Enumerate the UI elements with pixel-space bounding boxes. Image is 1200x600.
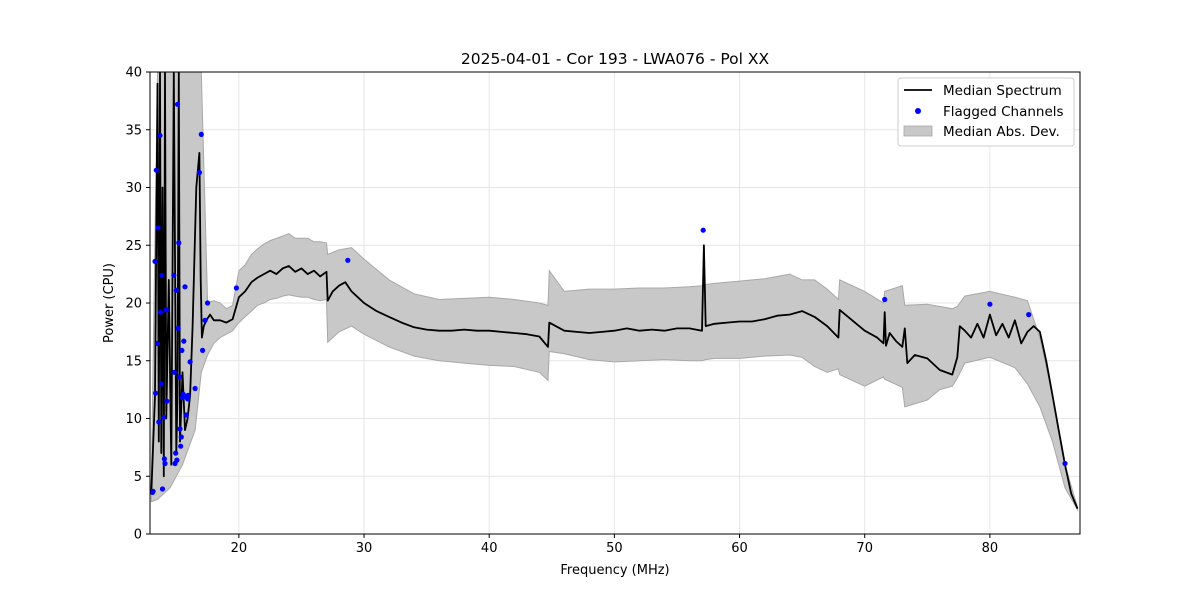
flagged-channel-point <box>181 338 187 344</box>
flagged-channel-point <box>164 398 170 404</box>
flagged-channel-point <box>158 309 164 315</box>
x-tick-label: 60 <box>731 541 748 556</box>
legend-mad-patch-icon <box>903 125 933 137</box>
y-tick-label: 5 <box>134 470 142 485</box>
flagged-channel-point <box>205 300 211 306</box>
x-tick-label: 40 <box>481 541 498 556</box>
x-axis-label: Frequency (MHz) <box>560 563 669 578</box>
chart-title: 2025-04-01 - Cor 193 - LWA076 - Pol XX <box>461 50 770 68</box>
y-tick-label: 10 <box>125 412 142 427</box>
y-tick-label: 35 <box>125 123 142 138</box>
legend: Median Spectrum Flagged Channels Median … <box>897 77 1075 147</box>
flagged-channel-point <box>185 392 191 398</box>
flagged-channel-point <box>161 456 167 462</box>
flagged-channel-point <box>178 443 184 449</box>
flagged-channel-point <box>177 426 183 432</box>
flagged-channel-point <box>153 390 159 396</box>
flagged-channel-point <box>161 414 167 420</box>
flagged-channel-point <box>202 317 208 323</box>
y-tick-label: 0 <box>134 528 142 543</box>
flagged-channel-point <box>174 101 181 107</box>
flagged-channel-point <box>700 227 706 233</box>
legend-flagged-label: Flagged Channels <box>943 104 1064 120</box>
flagged-channel-point <box>152 258 158 264</box>
flagged-channel-point <box>198 131 204 137</box>
legend-box <box>897 77 1075 147</box>
flagged-channel-point <box>1026 312 1032 318</box>
flagged-channel-point <box>187 359 193 365</box>
flagged-channel-point <box>1062 460 1068 467</box>
y-tick-label: 40 <box>125 66 142 81</box>
y-tick-label: 30 <box>125 181 142 196</box>
y-tick-label: 25 <box>125 239 142 254</box>
flagged-channel-point <box>882 296 888 303</box>
flagged-channel-point <box>345 257 351 263</box>
flagged-channel-point <box>173 450 179 456</box>
flagged-channel-point <box>173 287 179 293</box>
flagged-channel-point <box>154 340 161 346</box>
legend-mad-label: Median Abs. Dev. <box>943 124 1060 140</box>
x-tick-label: 80 <box>982 541 999 556</box>
flagged-channel-point <box>159 272 165 278</box>
x-tick-label: 70 <box>856 541 873 556</box>
x-tick-label: 50 <box>606 541 623 556</box>
y-tick-label: 15 <box>125 354 142 369</box>
flagged-channel-point <box>176 240 182 246</box>
flagged-channel-point <box>150 488 156 494</box>
flagged-channel-point <box>153 167 159 173</box>
flagged-channel-point <box>178 434 184 440</box>
axis-ticks: 20 30 40 50 60 70 80 0 5 10 15 20 25 30 35 40 <box>125 66 998 557</box>
flagged-channel-point <box>156 419 162 425</box>
legend-median-label: Median Spectrum <box>943 83 1062 99</box>
flagged-channel-point <box>155 225 161 231</box>
flagged-channel-point <box>987 301 993 307</box>
flagged-channel-point <box>159 486 166 492</box>
median-spectrum-line <box>150 72 1079 509</box>
flagged-channel-point <box>163 307 169 313</box>
flagged-channel-point <box>171 369 177 375</box>
y-tick-label: 20 <box>125 297 142 312</box>
mad-band <box>150 72 1078 512</box>
flagged-channel-point <box>196 169 202 176</box>
flagged-channel-point <box>162 460 168 467</box>
plot-data <box>150 72 1079 512</box>
flagged-channel-point <box>182 284 188 290</box>
flagged-channel-point <box>192 385 198 392</box>
flagged-channel-point <box>200 347 206 353</box>
flagged-channel-point <box>233 285 239 291</box>
x-tick-label: 30 <box>356 541 373 556</box>
flagged-channel-point <box>175 325 181 331</box>
flagged-channel-point <box>183 412 189 418</box>
flagged-channel-point <box>176 374 182 380</box>
flagged-channel-point <box>171 272 177 278</box>
x-tick-label: 20 <box>231 541 248 556</box>
flagged-channel-point <box>157 132 163 139</box>
flagged-channel-point <box>174 457 180 463</box>
legend-flagged-marker-icon <box>915 108 921 114</box>
flagged-channel-point <box>179 347 185 353</box>
y-axis-label: Power (CPU) <box>102 263 117 343</box>
flagged-channel-point <box>158 381 164 387</box>
